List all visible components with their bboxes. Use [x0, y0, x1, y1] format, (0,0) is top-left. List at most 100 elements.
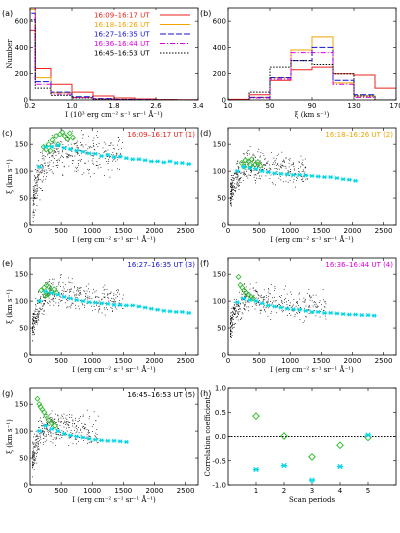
scatter-point — [37, 446, 38, 448]
correlation-asterisk-point — [308, 477, 316, 483]
scatter-point — [245, 168, 247, 170]
scatter-point — [236, 172, 238, 174]
scatter-point — [43, 162, 45, 164]
scatter-point — [42, 167, 44, 169]
cyan-asterisk-point — [253, 299, 259, 304]
scatter-point — [231, 331, 233, 333]
scatter-point — [35, 321, 37, 323]
scatter-point — [61, 416, 63, 417]
axes-frame — [227, 257, 397, 356]
scatter-point — [81, 174, 83, 175]
cyan-asterisk-point — [328, 310, 334, 316]
scatter-point — [256, 291, 258, 293]
green-diamond-point — [42, 292, 49, 299]
scatter-point — [233, 319, 234, 321]
x-tick-label: 500 — [54, 227, 67, 235]
scatter-point — [236, 163, 238, 165]
scatter-point — [33, 194, 34, 196]
green-diamond-point — [51, 422, 58, 429]
scatter-point — [86, 290, 88, 292]
scatter-point — [46, 428, 47, 430]
scatter-point — [287, 172, 288, 174]
scatter-point — [301, 162, 303, 164]
scatter-point — [63, 422, 65, 423]
scatter-point — [70, 155, 71, 156]
scatter-point — [36, 308, 38, 310]
cyan-asterisk-point — [161, 308, 167, 313]
scatter-point — [75, 304, 76, 306]
scatter-point — [233, 313, 234, 315]
scatter-point — [48, 300, 50, 302]
scatter-point — [268, 289, 270, 291]
scatter-point — [234, 309, 235, 310]
scatter-point — [33, 319, 35, 321]
green-diamond-point — [242, 157, 249, 164]
scatter-point — [238, 304, 239, 306]
scatter-point — [104, 302, 106, 304]
scatter-point — [70, 432, 72, 433]
scatter-point — [297, 303, 298, 304]
scatter-point — [68, 155, 70, 156]
x-tick-label: 1500 — [114, 357, 132, 365]
cyan-asterisk-point — [36, 429, 42, 434]
x-tick-label: 1500 — [114, 227, 132, 235]
scatter-point — [97, 167, 99, 169]
scatter-point — [97, 145, 99, 147]
scatter-point — [293, 164, 294, 166]
scatter-point — [33, 321, 35, 323]
cyan-asterisk-point — [105, 301, 111, 306]
scatter-point — [237, 175, 239, 177]
x-tick-label: 2500 — [177, 357, 195, 365]
cyan-asterisk-point — [74, 148, 80, 153]
scatter-point — [231, 179, 232, 180]
scatter-point — [85, 149, 87, 151]
scatter-point — [252, 297, 254, 299]
scatter-point — [75, 432, 77, 434]
scatter-point — [101, 312, 103, 314]
scatter-point — [230, 336, 231, 338]
scatter-point — [302, 164, 304, 166]
scatter-point — [289, 175, 291, 176]
scatter-point — [63, 290, 65, 292]
scatter-point — [302, 164, 304, 166]
scatter-point — [263, 155, 265, 157]
scatter-point — [47, 420, 49, 422]
scatter-point — [56, 424, 58, 426]
scatter-point — [57, 164, 59, 166]
scatter-point — [241, 162, 243, 164]
plot-area — [228, 36, 396, 100]
scatter-point — [236, 309, 237, 311]
scatter-point — [291, 164, 293, 166]
green-diamond-point — [248, 156, 255, 163]
scatter-point — [32, 221, 34, 222]
scatter-point — [80, 294, 82, 296]
scatter-point — [236, 304, 238, 306]
scatter-point — [65, 152, 67, 154]
scatter-point — [68, 295, 70, 297]
scatter-point — [35, 182, 37, 184]
scatter-point — [104, 296, 106, 298]
scatter-point — [39, 427, 40, 429]
scatter-point — [98, 309, 100, 311]
scatter-point — [260, 152, 262, 154]
scatter-point — [61, 430, 63, 432]
scatter-point — [303, 301, 305, 303]
scatter-point — [230, 198, 232, 200]
scatter-point — [32, 204, 34, 206]
scatter-point — [72, 419, 74, 421]
scatter-point — [300, 307, 302, 309]
scatter-point — [236, 172, 237, 174]
scatter-point — [268, 293, 270, 295]
y-tick-label: 0 — [222, 352, 226, 360]
legend-box — [91, 10, 195, 60]
scatter-point — [87, 432, 89, 434]
scatter-point — [231, 313, 233, 315]
scatter-point — [274, 160, 276, 162]
scatter-point — [231, 190, 232, 192]
scatter-point — [34, 443, 36, 445]
scatter-point — [110, 306, 112, 308]
scatter-point — [88, 418, 90, 420]
scatter-point — [37, 175, 38, 177]
scatter-point — [41, 164, 43, 165]
